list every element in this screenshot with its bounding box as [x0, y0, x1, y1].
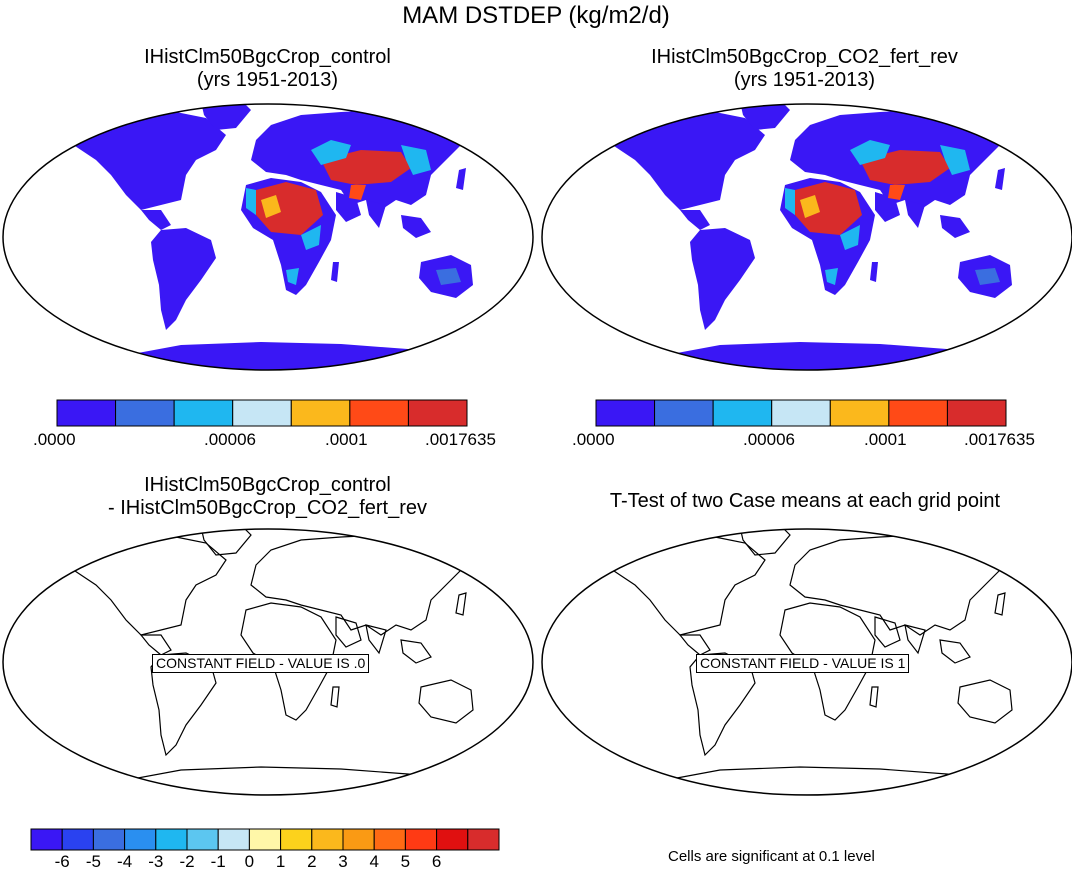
colorbar-diff-label-12: 6	[431, 852, 442, 871]
colorbar-diff-label-4: -2	[179, 852, 195, 871]
colorbar-diff-swatch-13	[436, 828, 469, 851]
panel-ttest-title: T-Test of two Case means at each grid po…	[540, 490, 1070, 513]
panel-ttest-title-line1: T-Test of two Case means at each grid po…	[609, 490, 1001, 512]
panel-control-title-line1: IHistClm50BgcCrop_control	[144, 46, 391, 68]
colorbar-co2-label-1: .00006	[743, 430, 795, 449]
colorbar-diff-label-11: 5	[400, 852, 411, 871]
colorbar-diff-labels: -6 -5 -4 -3 -2 -1 0 1 2 3 4 5 6	[30, 852, 500, 872]
colorbar-control-swatch-5	[349, 399, 409, 427]
colorbar-diff-swatch-7	[248, 828, 282, 851]
colorbar-control-label-3: .0017635	[425, 430, 496, 449]
colorbar-co2-label-2: .0001	[864, 430, 907, 449]
colorbar-diff-label-1: -5	[85, 852, 101, 871]
colorbar-co2-swatch-6	[946, 399, 1007, 427]
panel-co2-title: IHistClm50BgcCrop_CO2_fert_rev (yrs 1951…	[572, 46, 1037, 92]
colorbar-diff-label-8: 2	[307, 852, 317, 871]
colorbar-diff-label-6: 0	[244, 852, 255, 871]
colorbar-control	[56, 399, 468, 432]
colorbar-co2-swatch-4	[829, 399, 890, 427]
colorbar-control-label-0: .0000	[33, 430, 76, 449]
panel-control-title-line2: (yrs 1951-2013)	[196, 69, 339, 91]
panel-control-title: IHistClm50BgcCrop_control (yrs 1951-2013…	[35, 46, 500, 92]
colorbar-co2-swatch-2	[712, 399, 773, 427]
colorbar-control-swatch-0	[56, 399, 117, 427]
colorbar-control-label-1: .00006	[204, 430, 256, 449]
colorbar-co2-swatch-3	[771, 399, 831, 427]
colorbar-diff-label-9: 3	[338, 852, 348, 871]
panel-co2-title-line2: (yrs 1951-2013)	[733, 69, 876, 91]
colorbar-diff	[30, 828, 500, 856]
colorbar-diff-swatch-11	[373, 828, 406, 851]
colorbar-co2	[595, 399, 1007, 432]
figure-title: MAM DSTDEP (kg/m2/d)	[402, 2, 670, 29]
colorbar-co2-label-3: .0017635	[964, 430, 1035, 449]
ttest-constant-label: CONSTANT FIELD - VALUE IS 1	[696, 654, 910, 673]
colorbar-diff-swatch-4	[155, 828, 188, 851]
colorbar-diff-swatch-12	[404, 828, 438, 851]
colorbar-co2-label-0: .0000	[572, 430, 615, 449]
panel-diff-title: IHistClm50BgcCrop_control - IHistClm50Bg…	[35, 474, 500, 520]
colorbar-control-swatch-2	[173, 399, 234, 427]
panel-co2-title-line1: IHistClm50BgcCrop_CO2_fert_rev	[651, 46, 958, 68]
panel-diff-title-line1: IHistClm50BgcCrop_control	[144, 474, 391, 496]
colorbar-diff-label-2: -4	[117, 852, 133, 871]
colorbar-diff-swatch-2	[92, 828, 126, 851]
colorbar-diff-label-0: -6	[54, 852, 70, 871]
colorbar-diff-swatch-8	[280, 828, 313, 851]
colorbar-diff-swatch-9	[311, 828, 344, 851]
panel-diff-title-line2: - IHistClm50BgcCrop_CO2_fert_rev	[108, 497, 427, 519]
colorbar-control-swatch-6	[407, 399, 468, 427]
colorbar-diff-swatch-6	[217, 828, 250, 851]
significance-note: Cells are significant at 0.1 level	[668, 848, 875, 865]
colorbar-co2-swatch-0	[595, 399, 656, 427]
colorbar-diff-swatch-3	[124, 828, 157, 851]
colorbar-diff-swatch-0	[30, 828, 63, 851]
colorbar-diff-swatch-14	[467, 828, 500, 851]
colorbar-diff-label-3: -3	[148, 852, 164, 871]
colorbar-diff-label-5: -1	[210, 852, 226, 871]
colorbar-diff-swatch-1	[61, 828, 94, 851]
colorbar-diff-swatch-10	[342, 828, 375, 851]
colorbar-control-label-2: .0001	[325, 430, 368, 449]
colorbar-control-swatch-3	[232, 399, 292, 427]
colorbar-control-swatch-1	[115, 399, 175, 427]
colorbar-diff-label-10: 4	[369, 852, 379, 871]
colorbar-diff-swatch-5	[186, 828, 219, 851]
colorbar-diff-label-7: 1	[275, 852, 286, 871]
colorbar-co2-swatch-5	[888, 399, 948, 427]
colorbar-control-swatch-4	[290, 399, 351, 427]
diff-constant-label: CONSTANT FIELD - VALUE IS .0	[152, 654, 370, 673]
colorbar-co2-swatch-1	[654, 399, 714, 427]
